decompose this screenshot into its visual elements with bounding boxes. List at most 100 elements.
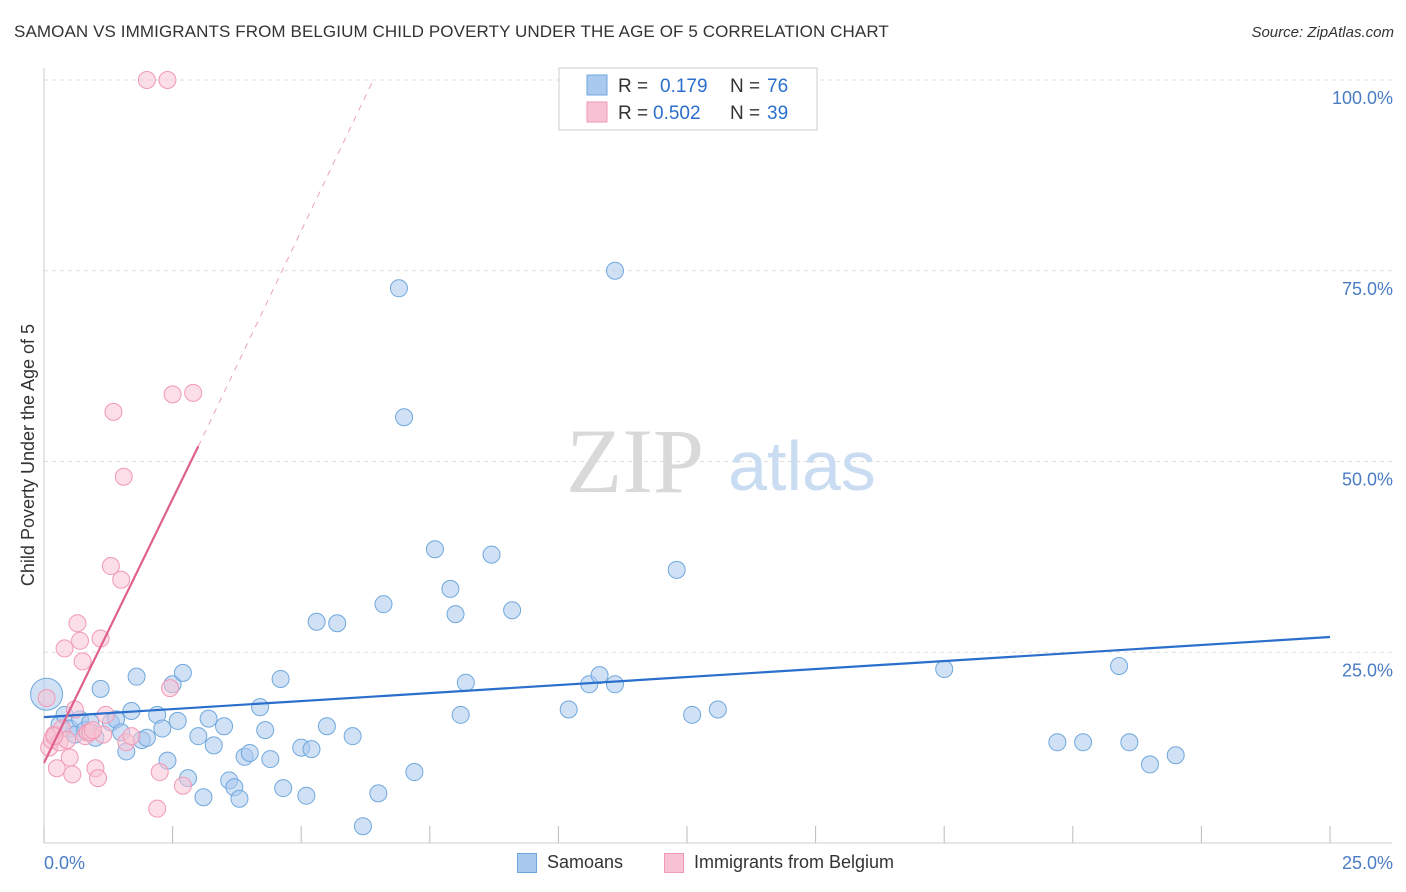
point-samoans [482, 545, 501, 564]
point-samoans [274, 779, 293, 798]
correlation-legend: R = 0.179 N = 76 R = 0.502 N = 39 [558, 67, 818, 131]
point-samoans [240, 743, 259, 762]
point-samoans [230, 789, 249, 808]
y-axis-label: Child Poverty Under the Age of 5 [18, 324, 38, 586]
x-tick-label: 0.0% [44, 853, 85, 873]
point-samoans [395, 408, 414, 427]
trend-lines [43, 79, 1331, 764]
point-belgium [37, 689, 56, 708]
point-samoans [1120, 733, 1139, 752]
legend-r-label-samoans: R = [618, 76, 648, 97]
point-belgium [114, 467, 133, 486]
grid-lines [44, 79, 1392, 653]
legend-n-label-belgium: N = [730, 103, 760, 124]
point-samoans [353, 817, 372, 836]
source-label: Source: ZipAtlas.com [1251, 24, 1394, 41]
point-samoans [590, 666, 609, 685]
watermark: ZIP atlas [566, 410, 876, 512]
chart-title: SAMOAN VS IMMIGRANTS FROM BELGIUM CHILD … [14, 22, 889, 41]
point-samoans [667, 560, 686, 579]
point-samoans [168, 711, 187, 730]
point-samoans [173, 663, 192, 682]
point-samoans [559, 700, 578, 719]
point-samoans [1140, 755, 1159, 774]
point-samoans [261, 750, 280, 769]
point-samoans [389, 279, 408, 298]
y-tick-label: 75.0% [1342, 279, 1393, 299]
legend-swatch-belgium-bottom [664, 852, 684, 873]
point-samoans [605, 675, 624, 694]
point-samoans [91, 679, 110, 698]
point-samoans [204, 736, 223, 755]
trend-line-samoans [43, 635, 1331, 719]
x-tick-label: 25.0% [1342, 853, 1393, 873]
point-belgium [104, 402, 123, 421]
point-samoans [441, 579, 460, 598]
point-samoans [256, 721, 275, 740]
point-belgium [161, 679, 180, 698]
legend-label-samoans: Samoans [547, 852, 624, 872]
point-belgium [137, 71, 156, 89]
point-samoans [503, 601, 522, 620]
data-points [30, 71, 1185, 836]
point-belgium [96, 705, 115, 724]
point-samoans [194, 788, 213, 807]
legend-swatch-samoans-bottom [517, 852, 537, 873]
point-belgium [68, 614, 87, 633]
point-samoans [302, 740, 321, 759]
point-samoans [451, 705, 470, 724]
trend-line-belgium [43, 445, 200, 764]
point-samoans [328, 614, 347, 633]
point-samoans [605, 261, 624, 280]
legend-swatch-belgium [586, 101, 608, 123]
point-samoans [425, 540, 444, 559]
point-samoans [405, 763, 424, 782]
legend-r-value-belgium: 0.502 [653, 103, 701, 124]
legend-label-belgium: Immigrants from Belgium [694, 852, 895, 872]
point-samoans [374, 595, 393, 614]
point-belgium [60, 748, 79, 767]
point-samoans [153, 719, 172, 738]
point-belgium [148, 799, 167, 818]
watermark-atlas: atlas [728, 427, 876, 505]
point-samoans [215, 717, 234, 736]
point-belgium [158, 71, 177, 89]
point-belgium [150, 763, 169, 782]
point-belgium [112, 570, 131, 589]
legend-item-samoans: Samoans [517, 852, 623, 873]
axes [43, 68, 1392, 844]
point-samoans [189, 727, 208, 746]
legend-r-value-samoans: 0.179 [660, 76, 708, 97]
point-belgium [101, 557, 120, 576]
y-tick-label: 100.0% [1332, 88, 1393, 108]
legend-r-label-belgium: R = [618, 103, 648, 124]
point-samoans [708, 700, 727, 719]
point-samoans [199, 709, 218, 728]
point-samoans [1110, 656, 1129, 675]
point-belgium [63, 765, 82, 784]
point-samoans [317, 717, 336, 736]
tick-labels: 25.0% 50.0% 75.0% 100.0% 0.0% 25.0% [44, 88, 1393, 873]
point-belgium [163, 385, 182, 404]
legend-item-belgium: Immigrants from Belgium [664, 852, 894, 873]
trend-extension-belgium [197, 79, 374, 447]
point-belgium [122, 727, 141, 746]
point-samoans [1048, 733, 1067, 752]
legend-n-value-belgium: 39 [767, 103, 788, 124]
point-samoans [456, 673, 475, 692]
point-belgium [83, 721, 102, 740]
point-samoans [307, 612, 326, 631]
legend-swatch-samoans [586, 74, 608, 96]
legend-n-value-samoans: 76 [767, 76, 788, 97]
point-belgium [184, 383, 203, 402]
y-tick-label: 50.0% [1342, 470, 1393, 490]
point-samoans [1074, 733, 1093, 752]
legend-n-label-samoans: N = [730, 76, 760, 97]
point-belgium [173, 776, 192, 795]
point-samoans [369, 784, 388, 803]
point-samoans [935, 660, 954, 679]
point-samoans [251, 698, 270, 717]
y-tick-label: 25.0% [1342, 660, 1393, 680]
point-belgium [47, 759, 66, 778]
